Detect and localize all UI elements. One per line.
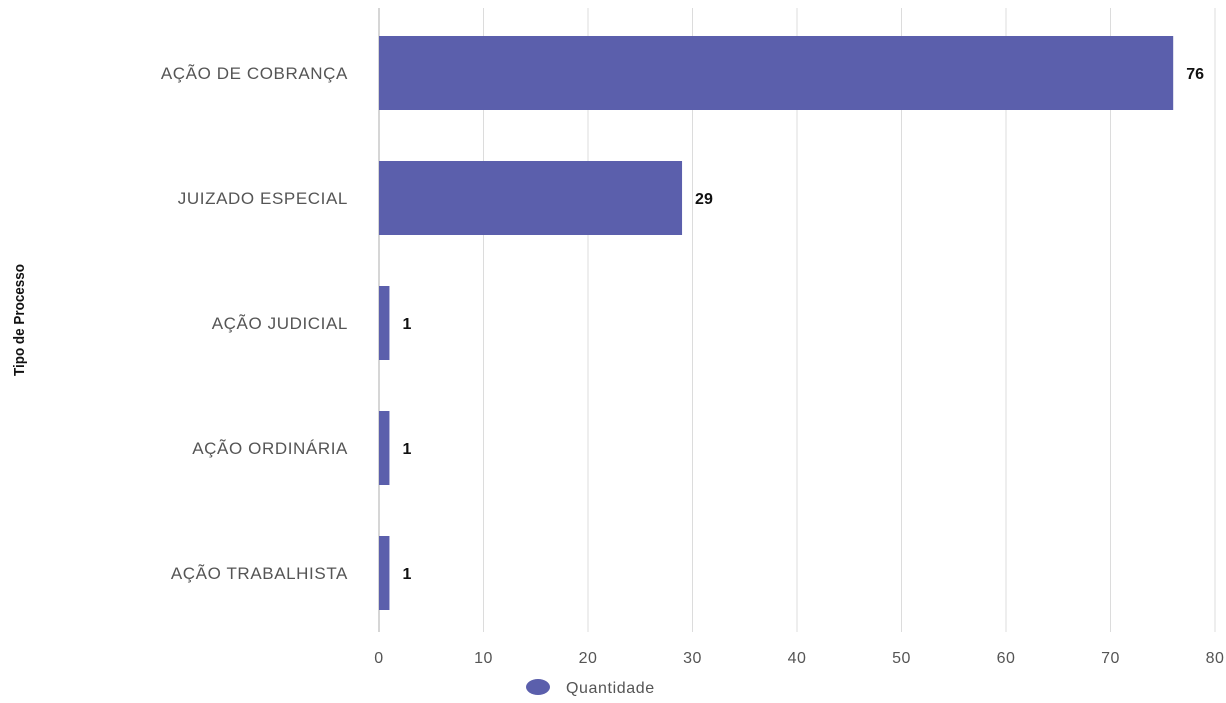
y-axis-title: Tipo de Processo	[11, 264, 28, 376]
category-label: AÇÃO TRABALHISTA	[171, 564, 348, 583]
x-tick-label: 40	[788, 650, 807, 667]
x-tick-label: 10	[474, 650, 493, 667]
bar[interactable]	[379, 286, 390, 360]
bar[interactable]	[379, 536, 390, 610]
value-label: 1	[402, 566, 411, 583]
x-tick-label: 20	[579, 650, 598, 667]
value-label: 76	[1186, 66, 1204, 83]
x-tick-label: 0	[374, 650, 383, 667]
legend-label: Quantidade	[566, 680, 655, 697]
bar[interactable]	[379, 36, 1174, 110]
value-label: 1	[402, 441, 411, 458]
x-tick-label: 50	[892, 650, 911, 667]
bar[interactable]	[379, 161, 683, 235]
value-labels: 76 29 1 1 1	[402, 66, 1204, 583]
x-axis-ticks: 0 10 20 30 40 50 60 70 80	[374, 650, 1224, 667]
x-tick-label: 30	[683, 650, 702, 667]
x-tick-label: 60	[997, 650, 1016, 667]
category-label: AÇÃO ORDINÁRIA	[192, 439, 348, 458]
category-label: JUIZADO ESPECIAL	[178, 189, 348, 208]
value-label: 29	[695, 191, 713, 208]
category-label: AÇÃO JUDICIAL	[212, 314, 348, 333]
x-tick-label: 80	[1206, 650, 1225, 667]
legend[interactable]: Quantidade	[526, 679, 655, 697]
gridlines	[378, 8, 1216, 632]
value-label: 1	[402, 316, 411, 333]
legend-marker	[526, 679, 550, 695]
category-label: AÇÃO DE COBRANÇA	[161, 64, 348, 83]
bar[interactable]	[379, 411, 390, 485]
x-tick-label: 70	[1101, 650, 1120, 667]
category-labels: AÇÃO DE COBRANÇA JUIZADO ESPECIAL AÇÃO JUD…	[161, 64, 348, 583]
bars	[379, 36, 1174, 610]
